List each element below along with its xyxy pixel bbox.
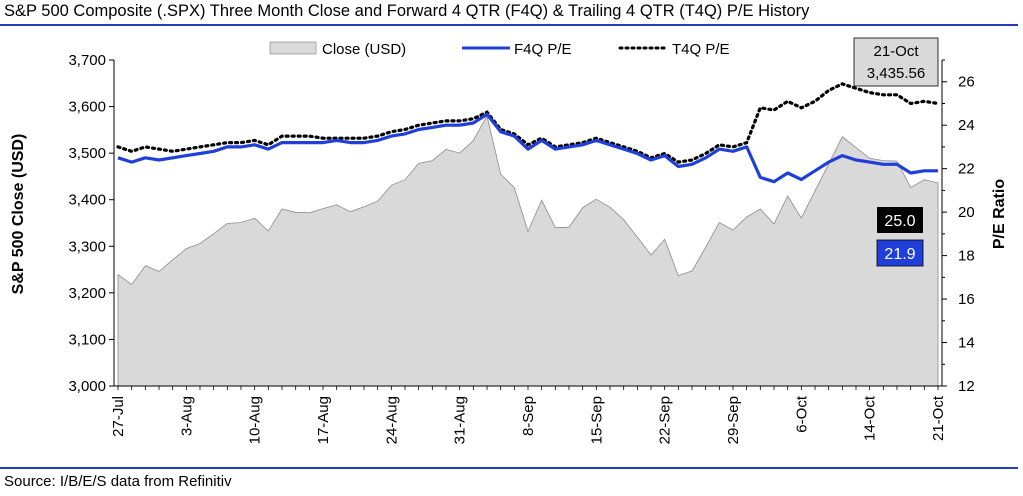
x-tick-label: 29-Sep [725, 396, 742, 444]
t4q-line [116, 82, 940, 164]
x-tick-label: 31-Aug [452, 396, 469, 444]
x-tick-label: 3-Aug [178, 396, 195, 436]
left-axis-label: S&P 500 Close (USD) [10, 134, 27, 295]
x-tick-label: 14-Oct [862, 395, 879, 441]
left-tick-label: 3,300 [68, 238, 106, 255]
pe-lines-layer [116, 82, 940, 184]
legend-close-swatch [269, 41, 317, 55]
chart: 3,000 3,100 3,200 3,300 3,400 3,500 3,600 3,700… [10, 37, 1008, 444]
close-area-layer [117, 114, 939, 387]
right-tick-label: 20 [958, 204, 975, 221]
right-tick-label: 14 [958, 335, 975, 352]
close-area [117, 114, 939, 387]
f4q-last-badge: 21.9 [876, 239, 924, 267]
x-tick-label: 10-Aug [247, 396, 264, 444]
left-tick-label: 3,400 [68, 192, 106, 209]
left-tick-label: 3,000 [68, 378, 106, 395]
last-close-box [853, 37, 939, 87]
t4q-last-box [877, 207, 923, 233]
left-tick-label: 3,100 [68, 331, 106, 348]
right-tick-label: 16 [958, 291, 975, 308]
left-tick-label: 3,700 [68, 52, 106, 69]
x-tick-label: 21-Oct [930, 395, 947, 441]
last-close-date: 21-Oct [873, 43, 919, 60]
right-axis-label: P/E Ratio [991, 179, 1008, 249]
x-tick-label: 27-Jul [110, 396, 127, 437]
legend: Close (USD) F4Q P/E T4Q P/E [269, 41, 730, 58]
left-tick-label: 3,200 [68, 285, 106, 302]
x-tick-label: 22-Sep [657, 396, 674, 444]
f4q-line [117, 112, 938, 184]
x-tick-label: 8-Sep [520, 396, 537, 436]
chart-title: S&P 500 Composite (.SPX) Three Month Clo… [4, 2, 810, 20]
top-rule [0, 24, 1018, 26]
f4q-last-box [876, 239, 924, 267]
t4q-last-value: 25.0 [884, 213, 915, 230]
right-tick-label: 12 [958, 378, 975, 395]
legend-t4q-label: T4Q P/E [672, 41, 730, 58]
right-tick-label: 18 [958, 248, 975, 265]
axes-layer: 3,000 3,100 3,200 3,300 3,400 3,500 3,600 3,700… [68, 52, 974, 444]
right-tick-label: 26 [958, 74, 975, 91]
bottom-rule [0, 467, 1018, 469]
right-tick-label: 24 [958, 117, 975, 134]
right-tick-label: 22 [958, 161, 975, 178]
legend-f4q-label: F4Q P/E [514, 41, 572, 58]
x-tick-label: 24-Aug [383, 396, 400, 444]
legend-close-label: Close (USD) [322, 41, 406, 58]
left-tick-label: 3,600 [68, 99, 106, 116]
x-tick-label: 15-Sep [588, 396, 605, 444]
last-close-value: 3,435.56 [867, 65, 925, 82]
f4q-last-value: 21.9 [884, 246, 915, 263]
left-tick-label: 3,500 [68, 145, 106, 162]
x-tick-label: 17-Aug [315, 396, 332, 444]
last-close-callout: 21-Oct 3,435.56 [853, 37, 939, 87]
source-note: Source: I/B/E/S data from Refinitiv [4, 473, 232, 490]
x-tick-label: 6-Oct [793, 395, 810, 433]
t4q-last-badge: 25.0 [877, 207, 923, 233]
